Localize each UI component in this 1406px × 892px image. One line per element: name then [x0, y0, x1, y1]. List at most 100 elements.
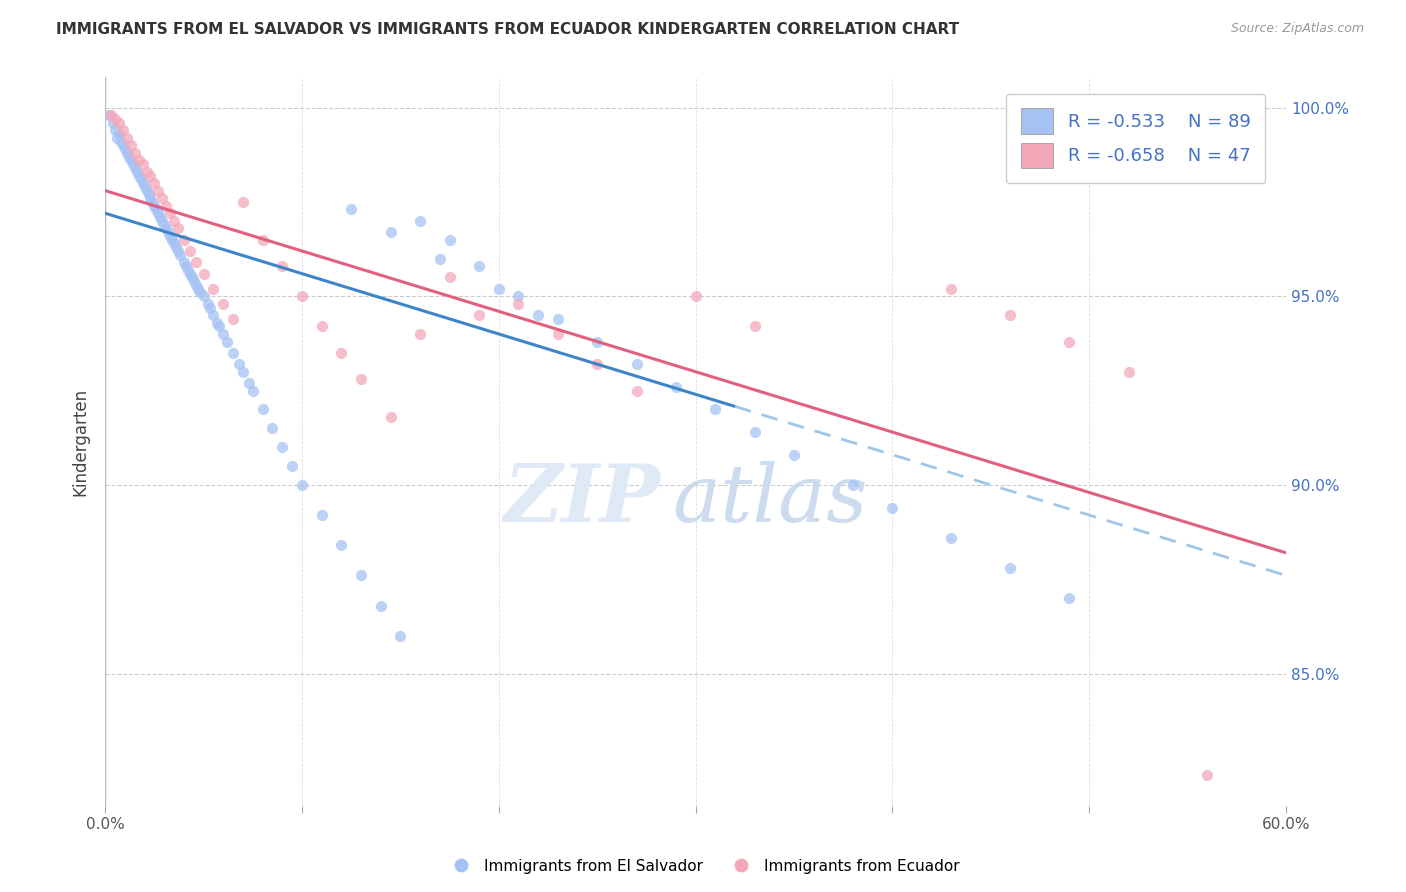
Point [1059, 591, 1081, 606]
Point [217, 334, 239, 349]
Point [197, 297, 219, 311]
Point [110, 135, 132, 149]
Point [159, 206, 181, 220]
Point [179, 244, 201, 258]
Point [108, 116, 131, 130]
Point [153, 218, 176, 232]
Point [135, 184, 157, 198]
Text: atlas: atlas [672, 461, 868, 539]
Point [941, 282, 963, 296]
Point [704, 402, 727, 417]
Point [115, 130, 138, 145]
Point [468, 308, 491, 322]
Point [148, 184, 170, 198]
Point [685, 289, 707, 303]
Point [547, 326, 569, 341]
Point [350, 372, 373, 386]
Point [104, 112, 127, 126]
Point [165, 240, 187, 254]
Point [238, 376, 260, 390]
Point [157, 225, 180, 239]
Point [626, 357, 648, 371]
Point [527, 308, 550, 322]
Point [139, 169, 162, 183]
Point [98, 108, 121, 122]
Point [145, 202, 167, 217]
Point [193, 267, 215, 281]
Point [180, 270, 202, 285]
Point [202, 308, 225, 322]
Point [330, 538, 353, 552]
Point [783, 448, 806, 462]
Point [311, 319, 333, 334]
Point [439, 233, 461, 247]
Point [380, 409, 402, 424]
Point [202, 282, 225, 296]
Point [155, 221, 177, 235]
Point [167, 221, 190, 235]
Text: ZIP: ZIP [503, 461, 661, 539]
Point [1197, 768, 1219, 782]
Point [148, 206, 170, 220]
Point [169, 248, 191, 262]
Point [222, 346, 245, 360]
Point [184, 255, 207, 269]
Point [111, 138, 134, 153]
Point [429, 252, 451, 266]
Point [1000, 308, 1022, 322]
Point [212, 297, 235, 311]
Text: Source: ZipAtlas.com: Source: ZipAtlas.com [1230, 22, 1364, 36]
Point [138, 187, 160, 202]
Point [121, 157, 143, 171]
Point [1059, 334, 1081, 349]
Point [439, 270, 461, 285]
Point [291, 478, 314, 492]
Point [370, 599, 392, 613]
Point [198, 301, 221, 315]
Point [744, 319, 766, 334]
Point [100, 108, 122, 122]
Point [179, 267, 201, 281]
Point [128, 153, 150, 168]
Point [174, 259, 197, 273]
Point [212, 326, 235, 341]
Point [350, 568, 373, 582]
Point [134, 179, 156, 194]
Point [125, 165, 148, 179]
Point [208, 319, 231, 334]
Point [143, 176, 166, 190]
Point [124, 145, 146, 160]
Point [155, 199, 177, 213]
Point [173, 255, 195, 269]
Point [508, 297, 530, 311]
Point [104, 123, 127, 137]
Point [150, 214, 173, 228]
Point [468, 259, 491, 273]
Point [586, 357, 609, 371]
Point [129, 172, 152, 186]
Legend: R = -0.533    N = 89, R = -0.658    N = 47: R = -0.533 N = 89, R = -0.658 N = 47 [1007, 94, 1265, 183]
Point [101, 116, 124, 130]
Point [232, 365, 254, 379]
Point [108, 127, 131, 141]
Point [330, 346, 353, 360]
Point [242, 384, 264, 398]
Point [281, 458, 304, 473]
Point [131, 176, 153, 190]
Point [232, 194, 254, 209]
Point [626, 384, 648, 398]
Text: IMMIGRANTS FROM EL SALVADOR VS IMMIGRANTS FROM ECUADOR KINDERGARTEN CORRELATION : IMMIGRANTS FROM EL SALVADOR VS IMMIGRANT… [56, 22, 959, 37]
Point [124, 161, 146, 175]
Point [118, 150, 141, 164]
Point [105, 130, 128, 145]
Point [187, 282, 209, 296]
Point [882, 500, 904, 515]
Point [163, 214, 186, 228]
Point [291, 289, 314, 303]
Point [252, 233, 274, 247]
Point [120, 153, 142, 168]
Point [183, 274, 205, 288]
Point [193, 289, 215, 303]
Point [188, 285, 211, 300]
Point [163, 236, 186, 251]
